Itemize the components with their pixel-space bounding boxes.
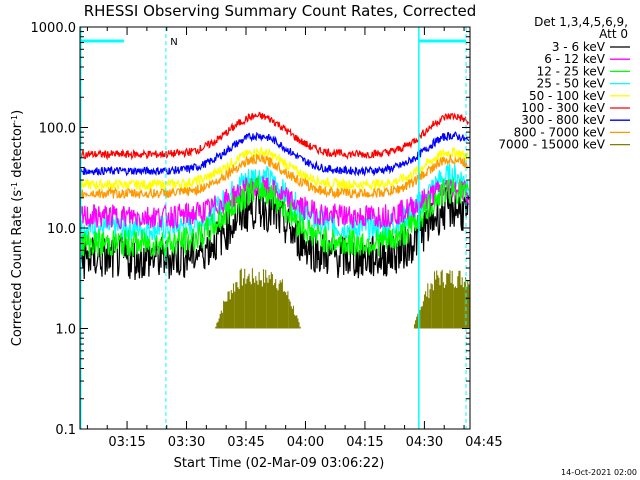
y-axis-label-end: ) [10,110,25,115]
y-tick-label: 1.0 [55,323,76,338]
legend-label: 7000 - 15000 keV [498,138,605,152]
legend-header-2: Att 0 [599,27,628,41]
x-axis-label: Start Time (02-Mar-09 03:06:22) [174,456,385,471]
x-tick-label: 04:00 [287,435,324,450]
y-axis-label-main: Corrected Count Rate (s [10,190,25,347]
x-tick-label: 04:45 [465,435,502,450]
x-tick-label: 03:30 [168,435,205,450]
y-axis-label-mid: detector [10,122,25,182]
y-axis-label: Corrected Count Rate (s-1 detector-1) [10,110,26,346]
chart-title: RHESSI Observing Summary Count Rates, Co… [84,2,477,20]
night-marker-label: N [170,37,177,48]
y-tick-label: 100.0 [39,122,76,137]
date-stamp: 14-Oct-2021 02:00 [561,468,637,477]
x-tick-label: 03:15 [108,435,145,450]
x-tick-label: 03:45 [227,435,264,450]
chart: N 1000.0 100.0 10.0 1.0 0.1 03:15 03:30 03:45 04… [0,0,640,480]
x-tick-label: 04:15 [346,435,383,450]
series-5 [81,113,469,159]
y-axis-label-exp2: -1 [10,115,19,123]
x-tick-label: 04:30 [406,435,443,450]
y-axis-label-exp1: -1 [10,182,19,190]
data-trace [81,113,469,159]
y-tick-label: 0.1 [55,423,76,438]
y-tick-label: 1000.0 [31,21,77,36]
y-tick-label: 10.0 [47,222,76,237]
